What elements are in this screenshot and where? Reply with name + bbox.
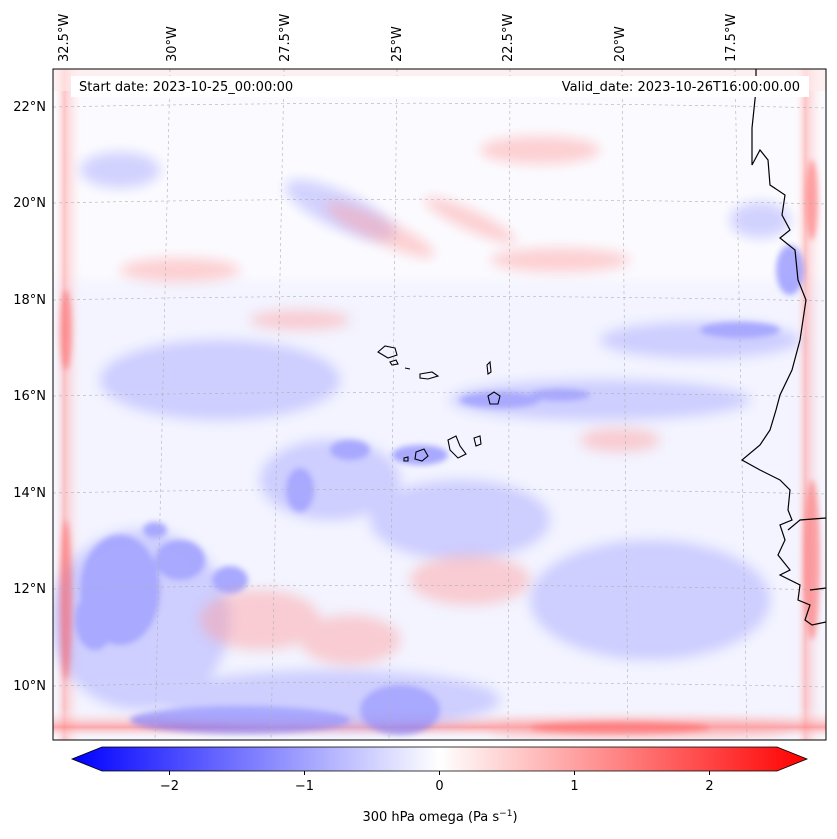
lon-label: 32.5°W bbox=[57, 14, 72, 62]
lat-label: 18°N bbox=[13, 293, 46, 308]
lon-label: 30°W bbox=[165, 26, 180, 62]
start-date-label: Start date: 2023-10-25_00:00:00 bbox=[79, 80, 293, 95]
colorbar-tick-label: −1 bbox=[295, 779, 314, 794]
lon-label: 17.5°W bbox=[724, 14, 739, 62]
lon-label: 27.5°W bbox=[278, 14, 293, 62]
lon-label: 22.5°W bbox=[501, 14, 516, 62]
latitude-labels: 22°N 20°N 18°N 16°N 14°N 12°N 10°N bbox=[13, 100, 46, 694]
colorbar-tick-label: 2 bbox=[705, 779, 713, 794]
colorbar-tick-label: 1 bbox=[570, 779, 578, 794]
graticule bbox=[53, 69, 826, 740]
map-frame bbox=[52, 68, 827, 741]
lon-label: 20°W bbox=[613, 26, 628, 62]
lon-label: 25°W bbox=[390, 26, 405, 62]
colorbar-tick-label: 0 bbox=[435, 779, 443, 794]
lat-label: 12°N bbox=[13, 582, 46, 597]
colorbar-tick-label: −2 bbox=[160, 779, 179, 794]
colorbar: −2 −1 0 1 2 300 hPa omega (Pa s−1) bbox=[70, 746, 809, 825]
valid-date-label: Valid_date: 2023-10-26T16:00:00.00 bbox=[562, 80, 800, 95]
lat-label: 14°N bbox=[13, 486, 46, 501]
omega-field bbox=[53, 69, 826, 740]
longitude-labels: 32.5°W 30°W 27.5°W 25°W 22.5°W 20°W 17.5… bbox=[57, 14, 739, 62]
lat-label: 22°N bbox=[13, 100, 46, 115]
cape-verde-islands bbox=[377, 345, 501, 462]
lat-label: 16°N bbox=[13, 389, 46, 404]
lat-label: 20°N bbox=[13, 196, 46, 211]
header-band bbox=[71, 76, 809, 97]
colorbar-ticks: −2 −1 0 1 2 bbox=[160, 771, 714, 794]
colorbar-label: 300 hPa omega (Pa s−1) bbox=[362, 809, 517, 825]
lat-label: 10°N bbox=[13, 679, 46, 694]
coastline bbox=[740, 69, 826, 626]
